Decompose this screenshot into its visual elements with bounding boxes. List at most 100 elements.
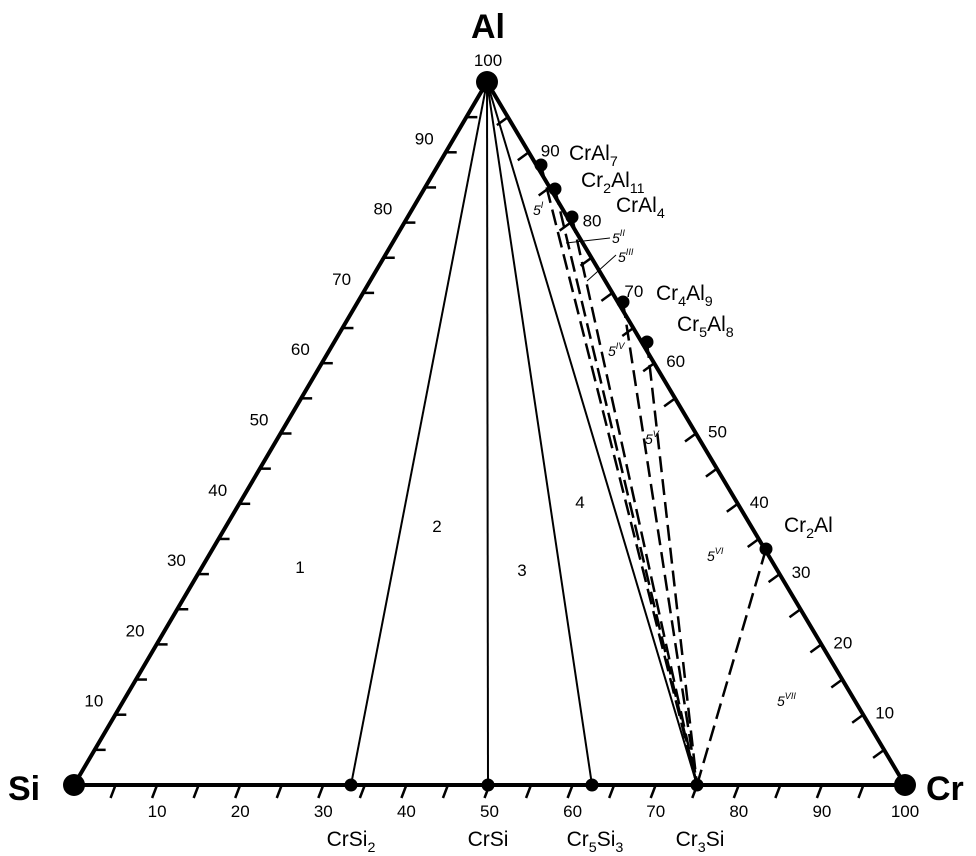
tie-line-crsi (486, 81, 489, 786)
region-label-4: 4 (575, 493, 584, 512)
right-tick (830, 678, 844, 689)
dot-crsi (481, 778, 495, 792)
pointer-5ii (565, 237, 611, 244)
left-tick-label: 50 (250, 411, 269, 430)
label-cr5al8: Cr5Al8 (677, 313, 734, 341)
right-tick-label: 10 (875, 704, 894, 723)
triangle-outline (72, 80, 907, 787)
bottom-tick (566, 784, 574, 799)
subregion-label-5vii: 5VII (777, 691, 796, 709)
dashed-line-cr5al8 (645, 341, 699, 786)
left-tick-label: 70 (332, 270, 351, 289)
bottom-tick (150, 784, 159, 799)
vertex-dot-si (63, 774, 85, 796)
left-tick-label: 80 (373, 200, 392, 219)
tick-labels: 10 20 30 40 50 60 70 80 90 10 20 30 40 50 60 70 80 90 10 20… (84, 129, 919, 821)
vertex-dot-al (476, 71, 498, 93)
right-tick (663, 397, 676, 408)
bottom-tick (774, 784, 782, 799)
right-tick (767, 573, 781, 584)
vertex-dots (63, 71, 916, 796)
dot-cr5al8 (640, 335, 654, 349)
bottom-tick (234, 784, 242, 799)
bottom-tick (815, 784, 824, 799)
right-tick (600, 291, 614, 302)
right-tick (705, 467, 718, 478)
solid-tie-lines (350, 81, 698, 786)
compound-dots (344, 158, 773, 792)
bottom-tick-label: 80 (729, 802, 748, 821)
label-crsi: CrSi (468, 828, 509, 851)
label-cral7: CrAl7 (569, 142, 618, 170)
bottom-tick (732, 784, 740, 799)
bottom-tick (607, 784, 616, 799)
bottom-tick (857, 784, 865, 799)
tie-line-cr5si3 (486, 81, 593, 786)
right-tick (809, 643, 823, 654)
dashed-tie-lines (539, 164, 768, 786)
right-tick (684, 432, 697, 443)
dot-cr2al (759, 542, 773, 556)
label-cr5si3: Cr5Si3 (567, 828, 624, 856)
dot-crsi2 (344, 778, 358, 792)
right-tick (517, 151, 530, 162)
dot-cr3si (690, 778, 704, 792)
dashed-line-cr2al11 (553, 188, 699, 786)
bottom-tick-label: 30 (314, 802, 333, 821)
label-cr2al: Cr2Al (784, 514, 833, 542)
region-pointers (565, 237, 617, 282)
left-tick-label: 30 (167, 551, 186, 570)
label-cr3si: Cr3Si (676, 828, 725, 856)
region-label-2: 2 (432, 517, 441, 536)
left-tick-label: 60 (291, 340, 310, 359)
right-tick-label: 70 (624, 282, 643, 301)
region-label-1: 1 (295, 558, 304, 577)
subregion-label-5vi: 5VI (707, 546, 724, 564)
bottom-tick (317, 784, 325, 799)
left-tick-label: 40 (208, 481, 227, 500)
dashed-line-cr4al9 (621, 301, 699, 786)
bottom-tick (649, 784, 657, 799)
pointer-5iii (586, 254, 617, 282)
tie-line-crsi2 (350, 81, 488, 786)
apex-value-label: 100 (474, 51, 502, 70)
bottom-tick (275, 784, 283, 799)
region-label-3: 3 (517, 561, 526, 580)
bottom-tick-label: 100 (891, 802, 919, 821)
right-tick-label: 50 (708, 423, 727, 442)
bottom-tick (441, 784, 450, 799)
left-tick-label: 20 (126, 621, 145, 640)
label-cr2al11: Cr2Al11 (581, 169, 645, 197)
bottom-tick-label: 20 (231, 802, 250, 821)
vertex-label-si: Si (8, 770, 40, 808)
bottom-tick (192, 784, 200, 799)
right-tick (788, 608, 802, 619)
dot-cr4al9 (616, 295, 630, 309)
label-crsi2: CrSi2 (327, 828, 376, 856)
tick-marks (94, 115, 885, 799)
vertex-label-cr: Cr (926, 770, 964, 808)
left-tick-label: 90 (415, 129, 434, 148)
dashed-line-cr2al (695, 548, 768, 786)
right-tick (851, 713, 864, 724)
tie-line-cr3si (486, 81, 698, 786)
bottom-tick-label: 50 (480, 802, 499, 821)
dot-cr2al11 (548, 182, 562, 196)
right-tick (872, 748, 885, 759)
right-tick-label: 90 (541, 141, 560, 160)
bottom-tick (109, 784, 117, 799)
right-tick (726, 502, 739, 513)
vertex-label-al: Al (471, 8, 505, 46)
dot-cr5si3 (585, 778, 599, 792)
subregion-label-5iii: 5III (618, 247, 634, 265)
left-tick-label: 10 (84, 692, 103, 711)
vertex-dot-cr (894, 774, 916, 796)
subregion-label-5iv: 5IV (608, 341, 625, 359)
bottom-tick-label: 40 (397, 802, 416, 821)
right-tick-label: 60 (666, 352, 685, 371)
right-tick-label: 30 (792, 563, 811, 582)
label-cral4: CrAl4 (616, 194, 665, 222)
dot-cral4 (565, 210, 579, 224)
right-tick (746, 537, 760, 548)
